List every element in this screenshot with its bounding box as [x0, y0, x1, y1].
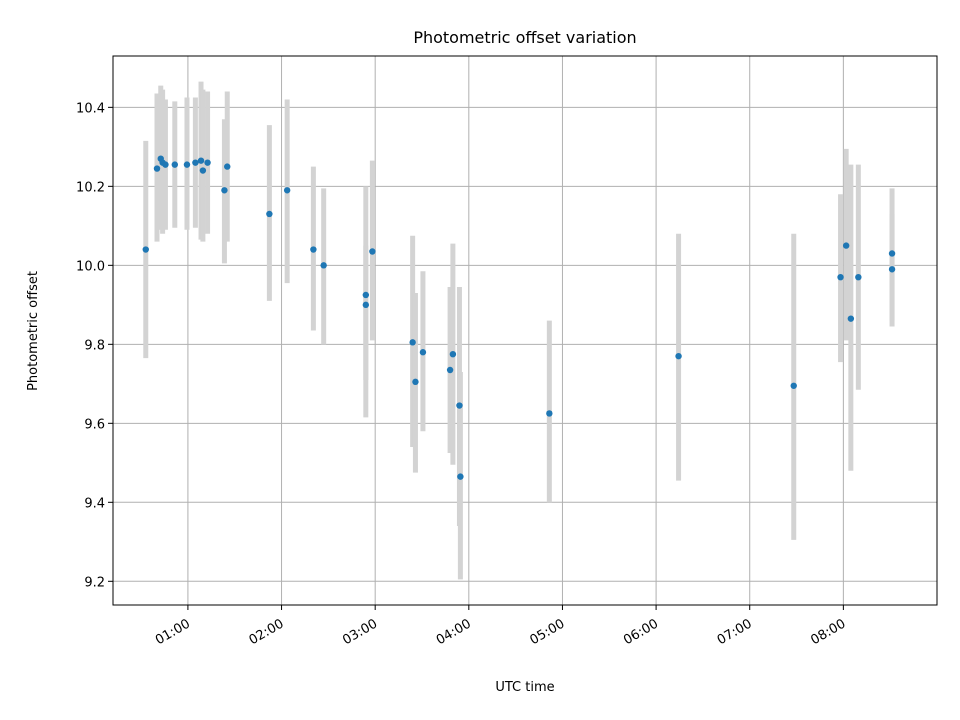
data-point: [369, 248, 376, 255]
data-point: [224, 163, 231, 170]
data-point: [888, 266, 896, 273]
data-point: [204, 159, 211, 166]
chart-title: Photometric offset variation: [413, 28, 636, 47]
data-point: [197, 157, 205, 164]
y-tick-label: 10.2: [76, 180, 105, 195]
data-point: [847, 315, 855, 322]
grid: [113, 56, 937, 605]
data-point: [456, 402, 463, 409]
x-axis-label: UTC time: [495, 680, 554, 695]
data-point: [142, 246, 149, 253]
data-point: [153, 165, 161, 172]
data-point: [162, 161, 169, 168]
data-point: [199, 167, 207, 174]
data-point: [320, 262, 327, 269]
data-point: [457, 473, 464, 480]
data-point: [449, 350, 457, 358]
data-point: [283, 187, 291, 194]
data-point: [171, 161, 178, 168]
data-point: [790, 382, 797, 389]
y-tick-label: 10.0: [76, 259, 105, 274]
data-point: [888, 250, 896, 257]
data-point: [675, 352, 682, 360]
data-point: [546, 410, 553, 417]
data-point: [837, 273, 844, 281]
data-point: [446, 366, 454, 374]
data-points: [142, 155, 896, 480]
data-point: [266, 210, 273, 218]
y-axis-ticks: 9.2 9.4 9.6 9.8 10.0 10.2 10.4: [76, 101, 113, 590]
y-tick-label: 9.8: [84, 338, 105, 353]
y-tick-label: 10.4: [76, 101, 105, 116]
data-point: [412, 378, 419, 386]
data-point: [362, 301, 370, 309]
y-tick-label: 9.6: [84, 417, 105, 432]
data-point: [842, 242, 850, 249]
data-point: [183, 161, 191, 168]
data-point: [310, 246, 317, 253]
data-point: [855, 273, 862, 281]
y-tick-label: 9.2: [84, 575, 105, 590]
y-tick-label: 9.4: [84, 496, 105, 511]
plot-frame: [112, 55, 938, 606]
data-point: [362, 291, 370, 299]
data-point: [221, 187, 228, 194]
y-axis-label: Photometric offset: [26, 271, 41, 391]
data-point: [419, 349, 427, 356]
data-point: [192, 159, 199, 166]
data-point: [409, 339, 416, 346]
